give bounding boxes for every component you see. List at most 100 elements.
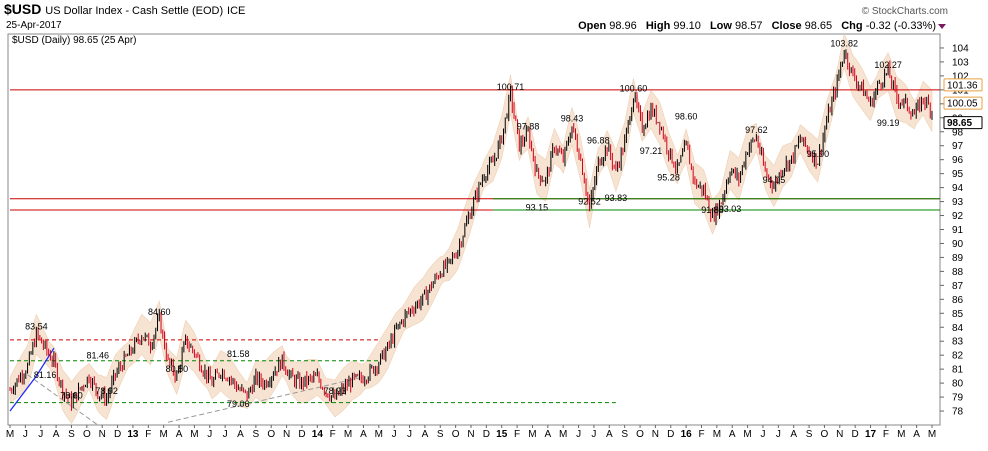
- y-tick-label: 85: [952, 309, 964, 320]
- y-tick-label: 95: [952, 169, 964, 180]
- price-annotation: 94.05: [763, 175, 786, 185]
- price-annotation: 81.16: [34, 370, 57, 380]
- x-tick-label: A: [606, 429, 613, 440]
- x-tick-label: M: [190, 429, 198, 440]
- price-tag: [943, 78, 983, 92]
- price-annotation: 100.71: [497, 82, 525, 92]
- down-arrow-icon: [938, 24, 946, 29]
- x-tick-label: J: [23, 429, 28, 440]
- close-label: Close: [771, 20, 802, 32]
- x-tick-label: N: [99, 429, 106, 440]
- x-tick-label: M: [6, 429, 14, 440]
- y-tick-label: 104: [952, 43, 969, 54]
- chart-date: 25-Apr-2017: [6, 20, 62, 31]
- y-tick-label: 82: [952, 351, 964, 362]
- price-annotation: 102.27: [874, 60, 902, 70]
- x-tick-label: 17: [865, 429, 877, 440]
- x-tick-label: O: [821, 429, 829, 440]
- y-tick-label: 98: [952, 127, 964, 138]
- x-tick-label: 15: [496, 429, 508, 440]
- price-annotation: 93.03: [719, 204, 742, 214]
- x-tick-label: A: [422, 429, 429, 440]
- y-tick-label: 102: [952, 71, 969, 82]
- y-tick-label: 79: [952, 393, 964, 404]
- price-annotation: 97.21: [640, 146, 663, 156]
- x-tick-label: S: [253, 429, 260, 440]
- plot-area: [7, 33, 941, 426]
- price-tag: [943, 116, 983, 130]
- open-label: Open: [578, 20, 607, 32]
- x-tick-label: A: [176, 429, 183, 440]
- price-annotation: 91.88: [701, 205, 724, 215]
- x-tick-label: D: [852, 429, 859, 440]
- x-tick-label: J: [760, 429, 765, 440]
- x-tick-label: S: [68, 429, 75, 440]
- y-tick-label: 94: [952, 183, 964, 194]
- x-tick-label: M: [743, 429, 751, 440]
- price-annotation: 98.60: [675, 111, 698, 121]
- x-tick-label: S: [806, 429, 813, 440]
- change-value: -0.32 (-0.33%): [865, 20, 936, 32]
- price-annotation: 93.83: [605, 193, 628, 203]
- low-value: 98.57: [735, 20, 763, 32]
- y-tick-label: 87: [952, 281, 964, 292]
- x-tick-label: F: [514, 429, 520, 440]
- x-tick-label: M: [928, 429, 936, 440]
- price-annotation: 78.93: [324, 386, 347, 396]
- x-tick-label: F: [145, 429, 151, 440]
- y-tick-label: 103: [952, 57, 969, 68]
- price-annotation: 80.50: [166, 364, 189, 374]
- x-tick-label: M: [713, 429, 721, 440]
- x-tick-label: F: [698, 429, 704, 440]
- x-tick-label: 14: [312, 429, 324, 440]
- price-annotation: 78.60: [60, 391, 83, 401]
- change-label: Chg: [841, 20, 863, 32]
- x-tick-label: A: [913, 429, 920, 440]
- x-tick-label: J: [776, 429, 781, 440]
- price-annotation: 95.28: [657, 173, 680, 183]
- y-tick-label: 97: [952, 141, 964, 152]
- x-tick-label: A: [729, 429, 736, 440]
- ohlc-readout: Open 98.96 High 99.10 Low 98.57 Close 98…: [578, 20, 942, 32]
- open-value: 98.96: [609, 20, 637, 32]
- x-tick-label: 16: [681, 429, 693, 440]
- x-tick-label: D: [298, 429, 305, 440]
- symbol: $USD: [4, 1, 42, 17]
- price-annotation: 79.06: [227, 399, 250, 409]
- x-tick-label: N: [467, 429, 474, 440]
- y-tick-label: 86: [952, 295, 964, 306]
- x-tick-label: O: [452, 429, 460, 440]
- price-tag-label: 98.65: [947, 118, 972, 129]
- price-annotation: 98.43: [561, 114, 584, 124]
- y-tick-label: 92: [952, 211, 964, 222]
- x-tick-label: F: [330, 429, 336, 440]
- x-tick-label: S: [621, 429, 628, 440]
- high-value: 99.10: [673, 20, 701, 32]
- x-tick-label: O: [636, 429, 644, 440]
- price-annotation: 97.62: [745, 125, 768, 135]
- x-tick-label: A: [237, 429, 244, 440]
- price-annotation: 78.92: [95, 386, 118, 396]
- x-tick-label: J: [223, 429, 228, 440]
- y-tick-label: 84: [952, 323, 964, 334]
- x-tick-label: M: [559, 429, 567, 440]
- y-tick-label: 88: [952, 267, 964, 278]
- moving-average-line: [9, 347, 55, 412]
- chart-legend: $USD (Daily) 98.65 (25 Apr): [12, 35, 137, 46]
- x-tick-label: O: [267, 429, 275, 440]
- y-tick-label: 80: [952, 379, 964, 390]
- y-tick-label: 93: [952, 197, 964, 208]
- x-tick-label: J: [38, 429, 43, 440]
- x-tick-label: J: [591, 429, 596, 440]
- x-tick-label: N: [652, 429, 659, 440]
- price-annotation: 84.60: [148, 307, 171, 317]
- x-tick-label: A: [544, 429, 551, 440]
- x-tick-label: J: [207, 429, 212, 440]
- x-tick-label: M: [159, 429, 167, 440]
- x-tick-label: A: [53, 429, 60, 440]
- x-tick-label: A: [360, 429, 367, 440]
- price-tag: [943, 96, 983, 110]
- y-tick-label: 91: [952, 225, 964, 236]
- instrument-name: US Dollar Index - Cash Settle (EOD): [45, 5, 224, 17]
